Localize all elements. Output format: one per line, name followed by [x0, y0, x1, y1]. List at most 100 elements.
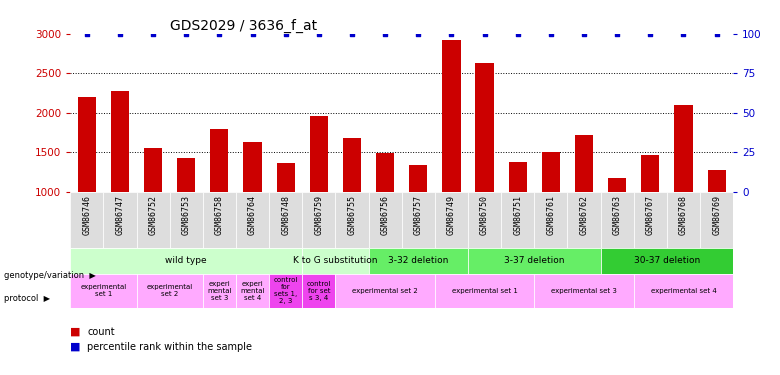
Bar	[170, 192, 203, 248]
Text: GSM86753: GSM86753	[182, 195, 191, 235]
Bar	[203, 192, 236, 248]
Point	[578, 31, 590, 37]
Bar	[476, 63, 494, 192]
Bar	[468, 192, 501, 248]
Bar	[700, 192, 733, 248]
Bar	[575, 135, 593, 192]
Bar	[203, 274, 236, 308]
Bar	[509, 162, 526, 192]
Point	[512, 31, 524, 37]
Text: control
for set
s 3, 4: control for set s 3, 4	[307, 280, 331, 301]
Text: experimental set 4: experimental set 4	[651, 288, 716, 294]
Bar	[144, 147, 162, 192]
Bar	[633, 192, 667, 248]
Text: 3-37 deletion: 3-37 deletion	[504, 256, 565, 265]
Bar	[70, 192, 103, 248]
Point	[711, 31, 723, 37]
Bar	[435, 192, 468, 248]
Point	[80, 31, 93, 37]
Text: ■: ■	[70, 342, 80, 352]
Point	[677, 31, 690, 37]
Bar	[136, 274, 203, 308]
Text: experimental set 2: experimental set 2	[353, 288, 418, 294]
Text: GSM86762: GSM86762	[580, 195, 589, 235]
Bar	[707, 171, 725, 192]
Point	[279, 31, 292, 37]
Bar	[601, 248, 733, 274]
Bar	[70, 248, 303, 274]
Point	[346, 31, 358, 37]
Text: GSM86748: GSM86748	[281, 195, 290, 235]
Text: GSM86750: GSM86750	[480, 195, 489, 235]
Point	[478, 31, 491, 37]
Point	[445, 31, 458, 37]
Text: experi
mental
set 3: experi mental set 3	[207, 280, 232, 301]
Text: 3-32 deletion: 3-32 deletion	[388, 256, 448, 265]
Bar	[402, 192, 435, 248]
Bar	[243, 142, 261, 192]
Text: 30-37 deletion: 30-37 deletion	[634, 256, 700, 265]
Text: GSM86767: GSM86767	[646, 195, 655, 235]
Text: K to G substitution: K to G substitution	[293, 256, 378, 265]
Text: GSM86747: GSM86747	[115, 195, 125, 235]
Bar	[675, 105, 693, 192]
Bar	[303, 274, 335, 308]
Bar	[103, 192, 136, 248]
Bar	[501, 192, 534, 248]
Bar	[534, 274, 633, 308]
Text: protocol  ▶: protocol ▶	[4, 294, 50, 303]
Bar	[335, 274, 435, 308]
Point	[114, 31, 126, 37]
Text: GSM86759: GSM86759	[314, 195, 324, 235]
Bar	[303, 248, 369, 274]
Text: genotype/variation  ▶: genotype/variation ▶	[4, 271, 96, 280]
Text: experimental set 3: experimental set 3	[551, 288, 617, 294]
Text: wild type: wild type	[165, 256, 207, 265]
Text: GSM86768: GSM86768	[679, 195, 688, 235]
Bar	[310, 116, 328, 192]
Bar	[236, 274, 269, 308]
Bar	[343, 138, 361, 192]
Bar	[70, 274, 136, 308]
Point	[379, 31, 392, 37]
Text: experimental
set 2: experimental set 2	[147, 284, 193, 297]
Point	[313, 31, 325, 37]
Bar	[236, 192, 269, 248]
Bar	[608, 178, 626, 192]
Text: percentile rank within the sample: percentile rank within the sample	[87, 342, 253, 352]
Text: GSM86763: GSM86763	[612, 195, 622, 235]
Text: GSM86757: GSM86757	[413, 195, 423, 235]
Bar	[136, 192, 170, 248]
Bar	[269, 192, 303, 248]
Text: GSM86769: GSM86769	[712, 195, 722, 235]
Text: experimental set 1: experimental set 1	[452, 288, 517, 294]
Bar	[269, 274, 303, 308]
Text: control
for
sets 1,
2, 3: control for sets 1, 2, 3	[274, 277, 298, 304]
Bar	[177, 158, 195, 192]
Bar	[303, 192, 335, 248]
Bar	[601, 192, 633, 248]
Bar	[368, 248, 468, 274]
Point	[544, 31, 557, 37]
Text: count: count	[87, 327, 115, 337]
Text: GSM86764: GSM86764	[248, 195, 257, 235]
Bar	[335, 192, 368, 248]
Point	[246, 31, 259, 37]
Bar	[376, 153, 394, 192]
Text: GSM86756: GSM86756	[381, 195, 390, 235]
Point	[611, 31, 623, 37]
Bar	[641, 156, 659, 192]
Text: GSM86761: GSM86761	[546, 195, 555, 235]
Text: GSM86752: GSM86752	[148, 195, 158, 235]
Bar	[567, 192, 601, 248]
Text: GDS2029 / 3636_f_at: GDS2029 / 3636_f_at	[169, 19, 317, 33]
Text: GSM86746: GSM86746	[82, 195, 91, 235]
Bar	[633, 274, 733, 308]
Bar	[468, 248, 601, 274]
Bar	[111, 91, 129, 192]
Point	[644, 31, 657, 37]
Text: GSM86751: GSM86751	[513, 195, 523, 235]
Bar	[277, 164, 295, 192]
Bar	[368, 192, 402, 248]
Bar	[435, 274, 534, 308]
